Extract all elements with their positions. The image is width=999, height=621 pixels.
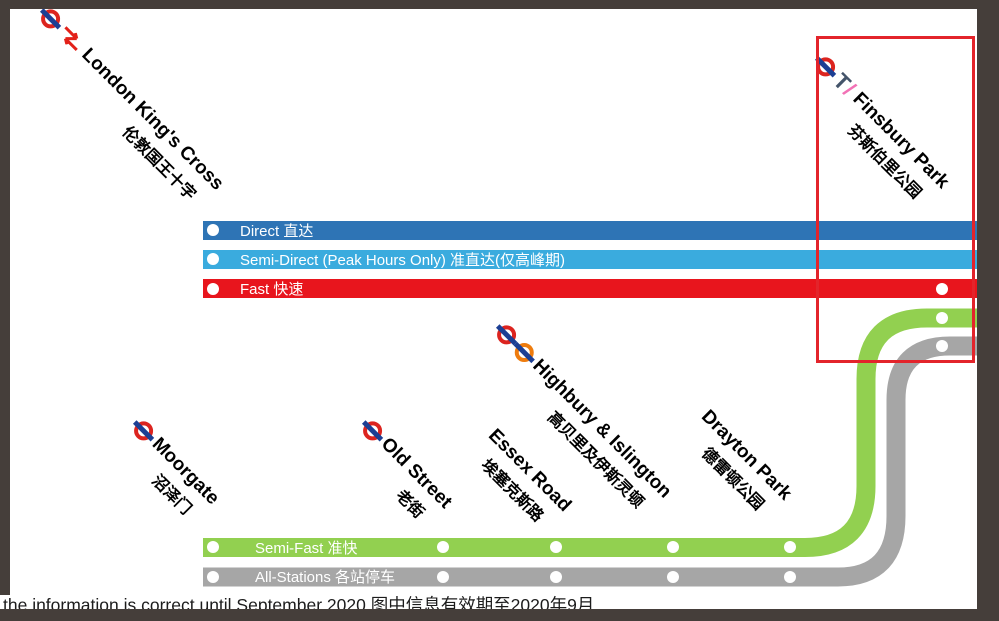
station-dot <box>207 541 219 553</box>
station-dot <box>936 340 948 352</box>
direct-line: Direct 直达 <box>203 221 977 240</box>
station-dot <box>550 541 562 553</box>
frame-border-bottom <box>0 609 999 621</box>
station-dot <box>784 571 796 583</box>
station-dot <box>550 571 562 583</box>
highlight-box <box>816 36 975 363</box>
semi-direct-line-label: Semi-Direct (Peak Hours Only) 准直达(仅高峰期) <box>240 252 566 269</box>
station-label-london-kings-cross: London King's Cross 伦敦国王十字 <box>19 4 228 213</box>
semi-fast-line <box>203 308 977 557</box>
frame-border-right <box>977 0 999 621</box>
station-dot <box>667 541 679 553</box>
station-dot <box>207 283 219 295</box>
direct-line-label: Direct 直达 <box>240 223 314 240</box>
all-stations-line-label: All-Stations 各站停车 <box>255 569 396 586</box>
station-dot <box>207 571 219 583</box>
semi-fast-line-label: Semi-Fast 准快 <box>255 540 358 557</box>
semi-direct-line: Semi-Direct (Peak Hours Only) 准直达(仅高峰期) <box>203 250 977 269</box>
station-dot <box>437 571 449 583</box>
fast-line: Fast 快速 <box>203 279 977 298</box>
frame-border-left <box>0 0 10 595</box>
station-dot <box>936 312 948 324</box>
station-dot <box>784 541 796 553</box>
station-dot <box>207 224 219 236</box>
national-rail-icon <box>63 26 79 52</box>
station-dot <box>207 253 219 265</box>
all-stations-line <box>203 336 977 587</box>
station-dot <box>667 571 679 583</box>
frame-border-top <box>0 0 999 9</box>
station-dot <box>936 283 948 295</box>
station-dot <box>437 541 449 553</box>
fast-line-label: Fast 快速 <box>240 281 304 298</box>
